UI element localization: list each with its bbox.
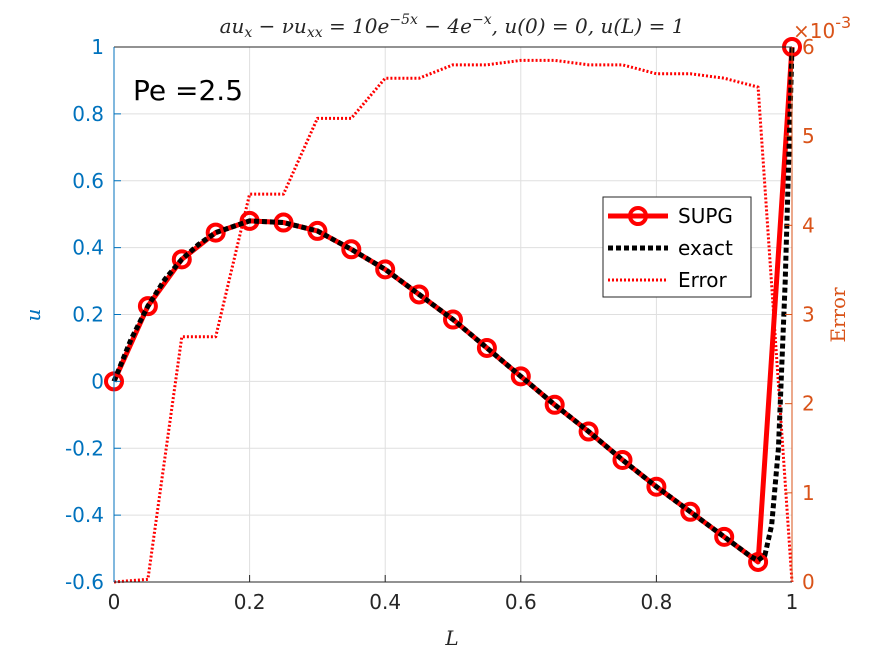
marker-supg <box>273 212 294 233</box>
marker-supg <box>748 551 769 572</box>
marker-supg <box>714 526 735 547</box>
y-left-tick-label: 0 <box>91 369 104 393</box>
marker-supg <box>578 421 599 442</box>
marker-supg <box>680 501 701 522</box>
marker-supg <box>171 249 192 270</box>
marker-supg <box>443 309 463 330</box>
marker-supg <box>510 366 531 387</box>
x-tick-label: 1 <box>786 590 799 614</box>
marker-supg <box>476 337 497 358</box>
y-left-tick-label: -0.6 <box>65 570 104 594</box>
legend: SUPG exact Error <box>602 196 752 298</box>
y-right-tick-label: 2 <box>802 392 815 416</box>
y-right-tick-label: 4 <box>802 213 815 237</box>
y-left-tick-label: 0.2 <box>72 303 104 327</box>
series-line-error <box>113 58 794 584</box>
y-left-tick-label: 0.4 <box>72 236 104 260</box>
legend-item-exact: exact <box>608 236 733 260</box>
marker-supg <box>612 449 633 470</box>
marker-supg <box>137 296 158 317</box>
x-tick-label: 0.4 <box>369 590 401 614</box>
x-tick-label: 0.2 <box>234 590 266 614</box>
y-right-tick-label: 6 <box>802 35 815 59</box>
legend-label-supg: SUPG <box>678 204 733 228</box>
marker-supg <box>205 222 226 243</box>
x-tick-label: 0.8 <box>640 590 672 614</box>
marker-supg <box>646 476 667 497</box>
y-right-tick-label: 5 <box>802 124 815 148</box>
legend-item-supg: SUPG <box>608 204 733 228</box>
marker-supg <box>375 259 396 280</box>
y-axis-right-label: Error <box>826 287 850 343</box>
legend-label-error: Error <box>678 268 728 292</box>
y-left-tick-label: 0.8 <box>72 102 104 126</box>
y-right-tick-label: 0 <box>802 570 815 594</box>
plot-axes <box>113 46 793 583</box>
plot-series <box>104 37 802 584</box>
grid-lines <box>114 47 792 582</box>
legend-item-error: Error <box>608 268 728 292</box>
y-right-tick-label: 3 <box>802 303 815 327</box>
right-axis-exponent: ×10-3 <box>793 13 851 43</box>
series-line-exact <box>111 46 795 563</box>
marker-supg <box>409 284 430 305</box>
y-left-tick-label: -0.4 <box>65 503 104 527</box>
marker-supg <box>341 239 362 260</box>
marker-supg <box>544 394 565 415</box>
chart-title: aux − νuxx = 10e−5x − 4e−x, u(0) = 0, u(… <box>220 12 685 41</box>
y-left-tick-label: 1 <box>91 35 104 59</box>
x-tick-label: 0.6 <box>505 590 537 614</box>
y-axis-left-label: u <box>21 309 45 322</box>
legend-label-exact: exact <box>678 236 733 260</box>
y-right-tick-label: 1 <box>802 481 815 505</box>
y-left-tick-label: 0.6 <box>72 169 104 193</box>
x-axis-label: L <box>444 626 458 650</box>
x-tick-label: 0 <box>108 590 121 614</box>
peclet-annotation: Pe =2.5 <box>133 74 243 107</box>
legend-marker-supg <box>628 206 648 226</box>
y-left-tick-label: -0.2 <box>65 436 104 460</box>
tick-labels: 0 0.2 0.4 0.6 0.8 1 -0.6 -0.4 -0.2 0 0.2 0.4 0.6 0.8 1… <box>65 35 815 614</box>
